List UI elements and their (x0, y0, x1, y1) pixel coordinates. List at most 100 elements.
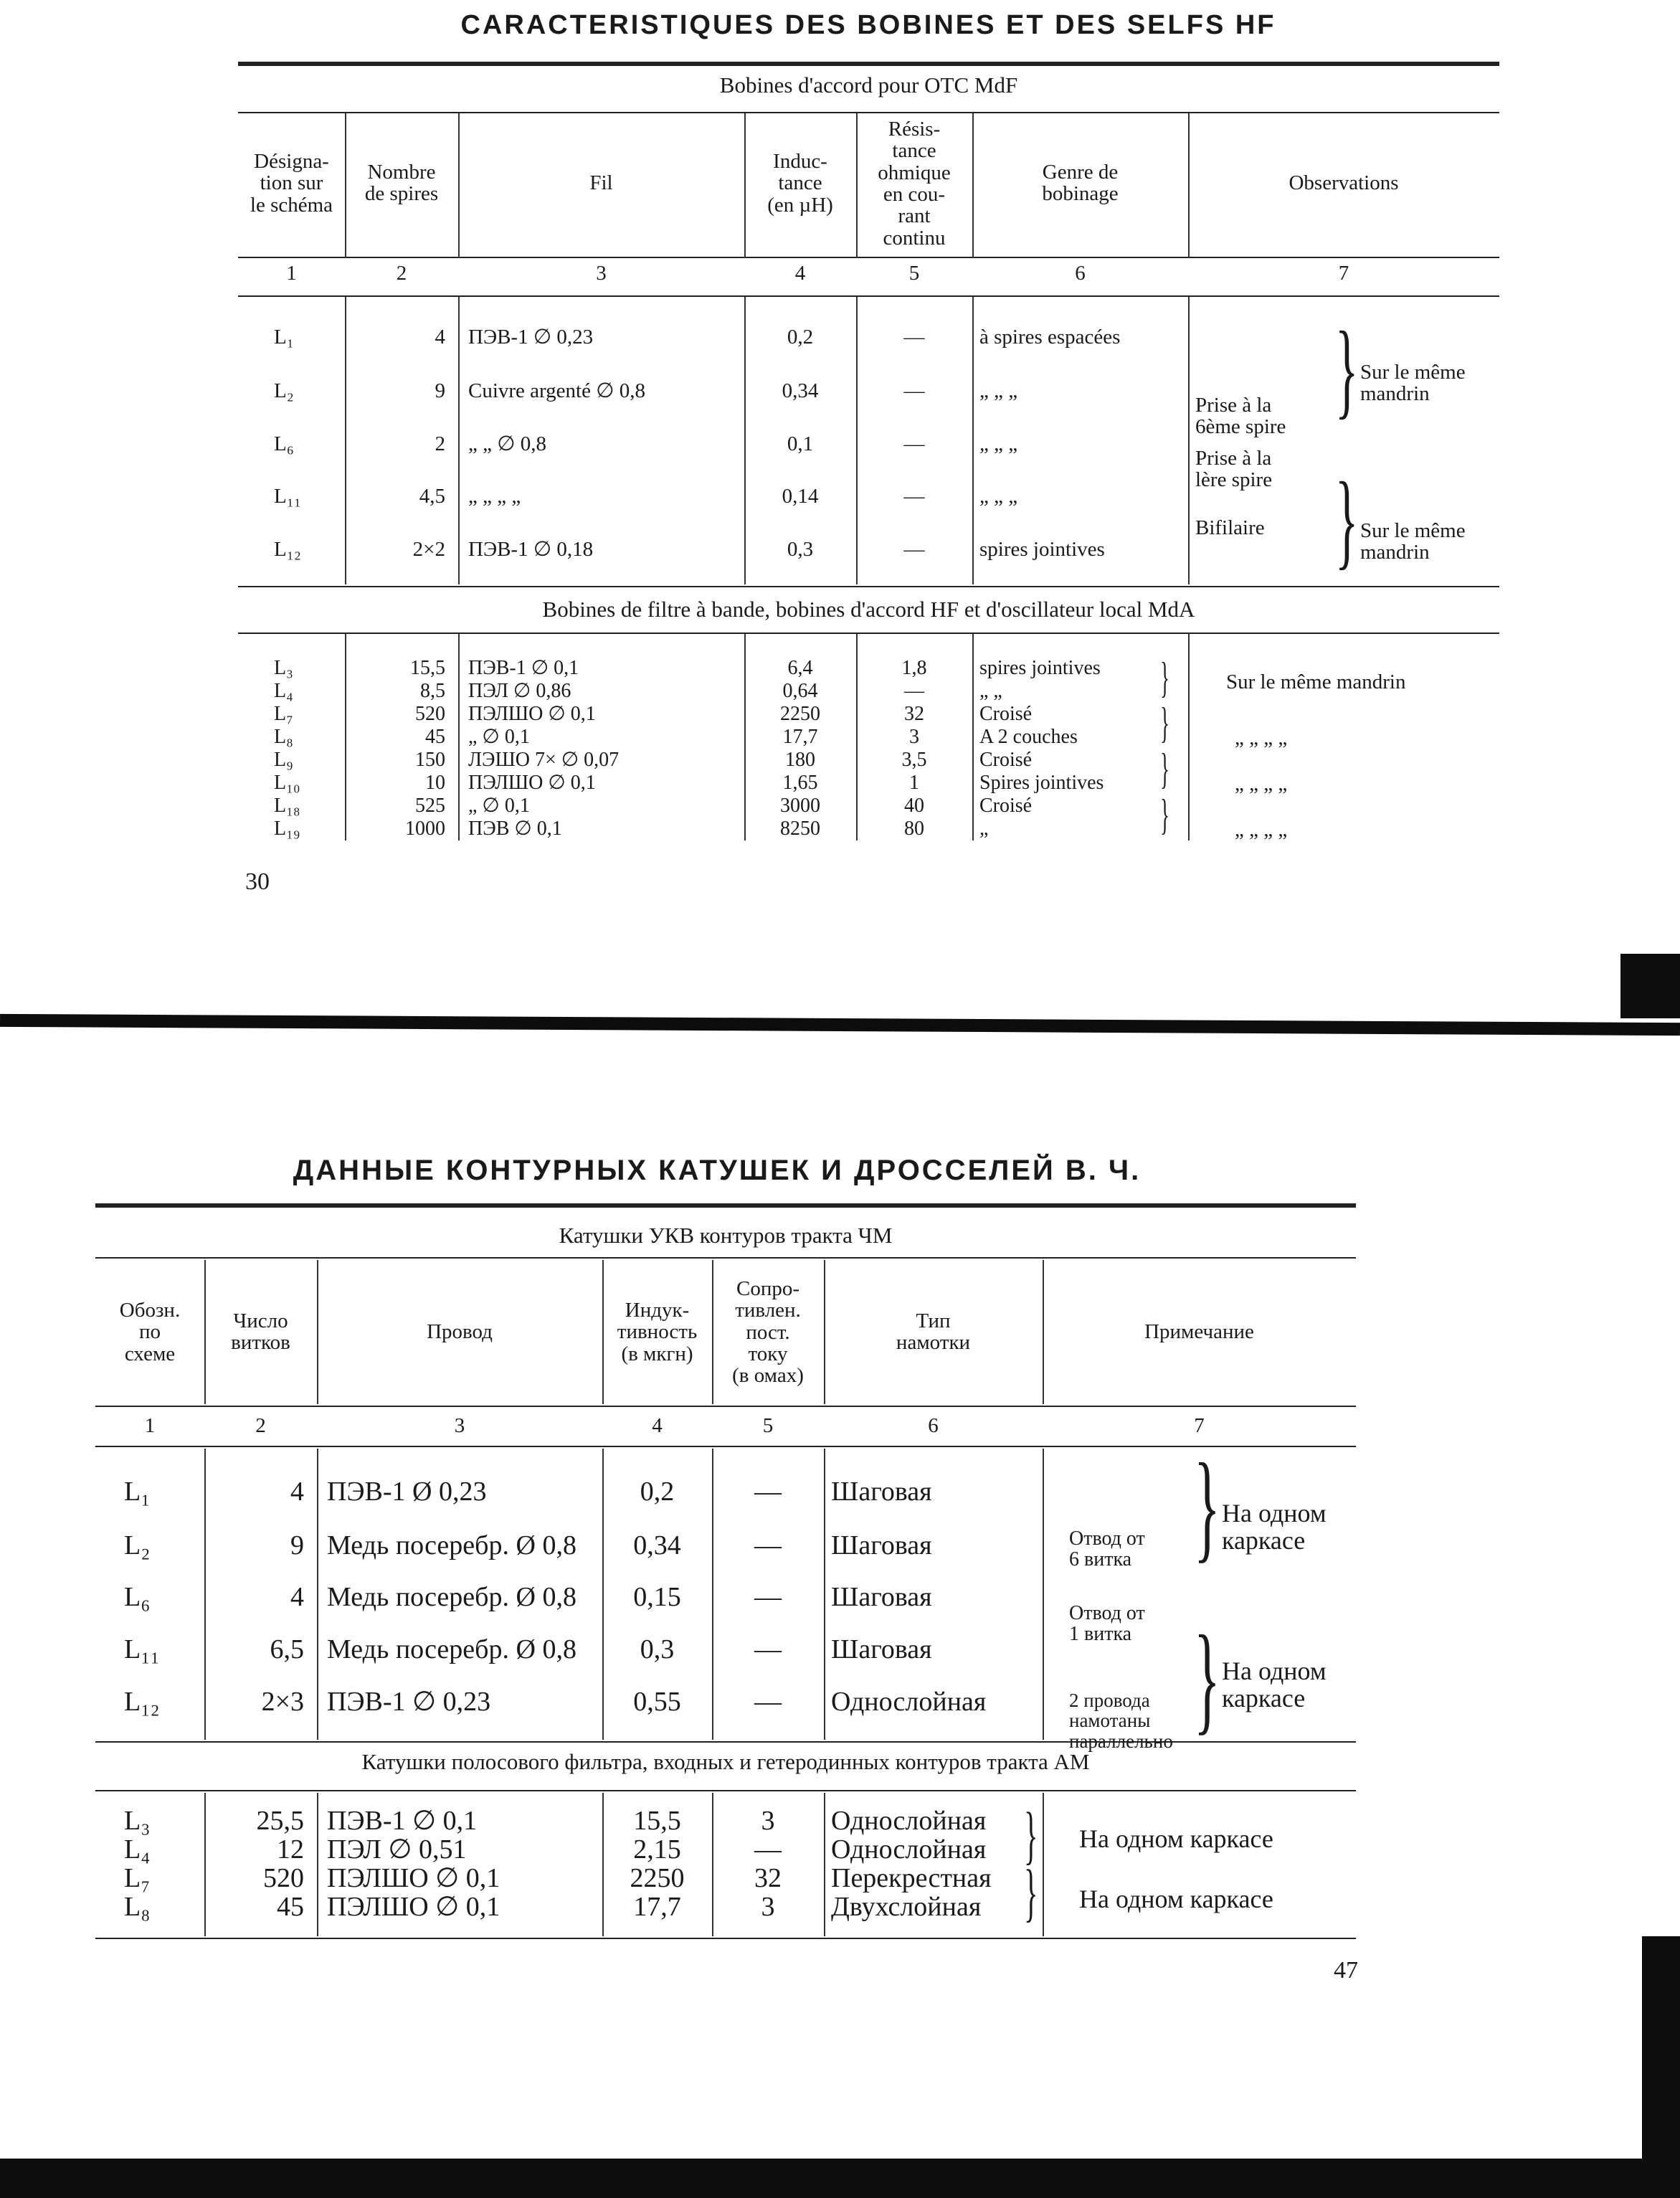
column-number: 7 (1338, 262, 1349, 285)
note: На одном каркасе (1222, 1657, 1327, 1713)
note: Отвод от 6 витка (1069, 1527, 1145, 1571)
row-designation: L₆ (274, 432, 294, 456)
column-number: 4 (652, 1414, 663, 1438)
row-turns: 150 (415, 748, 445, 771)
row-resistance: — (754, 1530, 782, 1561)
column-number: 6 (1075, 262, 1086, 285)
row-designation: L₆ (124, 1582, 151, 1613)
column-number: 4 (794, 262, 806, 285)
row-turns: 4 (435, 326, 446, 349)
column-header: Résis- tance ohmique en cou- rant contin… (878, 117, 951, 250)
row-designation: L₁₈ (274, 794, 300, 817)
row-resistance: 32 (754, 1863, 782, 1894)
page-gutter-shadow (0, 1013, 1680, 1036)
rule (238, 257, 1499, 258)
row-inductance: 6,4 (787, 656, 813, 679)
row-winding-type: spires jointives (979, 538, 1105, 562)
row-turns: 525 (415, 794, 445, 817)
column-divider (824, 1260, 825, 1404)
note: На одном каркасе (1079, 1885, 1273, 1914)
rule (238, 295, 1499, 297)
row-turns: 4 (290, 1582, 304, 1613)
row-winding-type: „ „ „ (979, 432, 1018, 456)
column-number: 3 (454, 1414, 465, 1438)
row-inductance: 0,3 (640, 1634, 675, 1665)
column-header: Nombre de spires (364, 160, 439, 206)
note: „ „ „ „ (1235, 818, 1288, 842)
note: Bifilaire (1195, 516, 1265, 540)
page-edge-shadow (1642, 1936, 1680, 2159)
column-divider (345, 113, 346, 258)
row-inductance: 2,15 (633, 1834, 681, 1865)
row-wire: ПЭВ-1 ∅ 0,1 (327, 1806, 478, 1837)
column-number: 5 (908, 262, 920, 285)
column-divider (856, 634, 858, 840)
column-number: 2 (396, 262, 407, 285)
row-winding-type: Spires jointives (979, 771, 1104, 794)
rule (238, 586, 1499, 587)
row-designation: L₂ (274, 379, 294, 403)
row-designation: L₁₂ (124, 1687, 160, 1718)
row-winding-type: Шаговая (831, 1582, 932, 1613)
column-divider (1188, 634, 1190, 840)
row-turns: 4,5 (419, 485, 445, 508)
column-divider (317, 1793, 318, 1936)
row-wire: ПЭВ-1 ∅ 0,23 (327, 1687, 491, 1718)
row-winding-type: Однослойная (831, 1806, 987, 1837)
row-turns: 1000 (405, 817, 445, 840)
column-divider (458, 634, 460, 840)
row-designation: L₁₉ (274, 817, 300, 840)
row-designation: L₁₀ (274, 771, 300, 794)
row-inductance: 0,14 (782, 485, 819, 508)
row-wire: ПЭЛШО ∅ 0,1 (327, 1892, 500, 1923)
row-resistance: 3,5 (901, 748, 927, 771)
row-wire: ПЭЛШО ∅ 0,1 (468, 771, 596, 794)
row-wire: ПЭВ-1 Ø 0,23 (327, 1477, 487, 1507)
row-winding-type: „ „ „ (979, 485, 1018, 508)
row-designation: L₃ (274, 656, 293, 679)
row-winding-type: Croisé (979, 748, 1033, 771)
row-winding-type: Перекрестная (831, 1863, 992, 1894)
column-divider (317, 1449, 318, 1740)
row-designation: L₇ (274, 702, 293, 725)
row-winding-type: Шаговая (831, 1530, 932, 1561)
row-winding-type: Однослойная (831, 1834, 987, 1865)
column-header: Обозн. по схеме (119, 1298, 181, 1365)
column-header: Сопро- тивлен. пост. току (в омах) (732, 1276, 804, 1388)
column-divider (972, 297, 974, 584)
rule (95, 1203, 1356, 1208)
column-number: 7 (1194, 1414, 1205, 1438)
column-divider (1188, 113, 1190, 258)
row-turns: 8,5 (420, 679, 445, 702)
brace: } (1335, 460, 1359, 579)
column-number: 3 (596, 262, 607, 285)
row-designation: L₁ (124, 1477, 151, 1507)
row-turns: 4 (290, 1477, 304, 1507)
page-gutter-shadow (1620, 954, 1680, 1018)
column-divider (972, 113, 974, 258)
table-subtitle: Bobines d'accord pour OTC MdF (719, 72, 1018, 98)
row-wire: Медь посеребр. Ø 0,8 (327, 1530, 576, 1561)
rule (238, 633, 1499, 634)
column-number: 2 (255, 1414, 266, 1438)
page-number: 47 (1334, 1957, 1358, 1984)
column-header: Fil (589, 171, 613, 195)
column-divider (824, 1793, 825, 1936)
column-divider (602, 1260, 604, 1404)
row-inductance: 0,2 (640, 1477, 675, 1507)
row-resistance: 3 (761, 1806, 775, 1837)
row-wire: ПЭЛ ∅ 0,86 (468, 679, 571, 702)
column-header: Genre de bobinage (1042, 160, 1119, 206)
row-turns: 2×3 (261, 1687, 304, 1718)
column-divider (972, 634, 974, 840)
column-number: 1 (286, 262, 297, 285)
brace: } (1194, 1611, 1220, 1745)
column-divider (824, 1449, 825, 1740)
brace: } (1024, 1857, 1038, 1928)
row-inductance: 0,1 (787, 432, 814, 456)
row-wire: ПЭЛШО ∅ 0,1 (468, 702, 596, 725)
column-divider (204, 1793, 206, 1936)
column-header: Число витков (231, 1309, 290, 1355)
note: Prise à la lère spire (1195, 447, 1273, 492)
row-winding-type: spires jointives (979, 656, 1101, 679)
